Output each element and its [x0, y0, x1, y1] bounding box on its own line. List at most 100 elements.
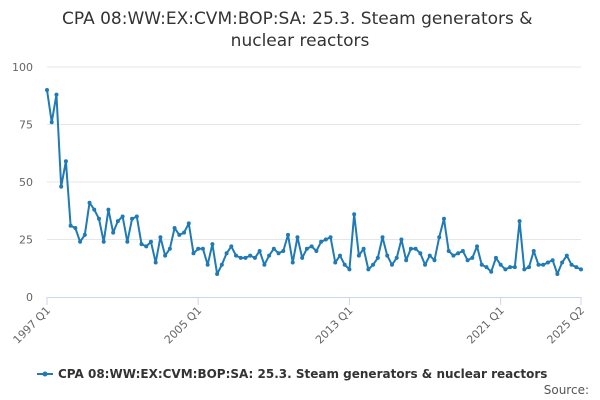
data-point[interactable] — [63, 159, 68, 164]
data-point[interactable] — [399, 237, 404, 242]
data-point[interactable] — [196, 246, 201, 251]
data-point[interactable] — [389, 262, 394, 267]
data-point[interactable] — [564, 253, 569, 258]
data-point[interactable] — [45, 88, 49, 92]
data-point[interactable] — [257, 249, 262, 253]
data-point[interactable] — [569, 262, 574, 267]
data-point[interactable] — [172, 226, 177, 230]
data-point[interactable] — [574, 265, 579, 270]
data-point[interactable] — [342, 262, 347, 267]
data-point[interactable] — [59, 184, 64, 189]
data-point[interactable] — [295, 235, 300, 240]
data-point[interactable] — [484, 265, 489, 270]
data-point[interactable] — [286, 232, 291, 237]
data-point[interactable] — [87, 200, 92, 205]
data-point[interactable] — [309, 244, 314, 249]
data-point[interactable] — [446, 249, 451, 253]
data-point[interactable] — [371, 262, 376, 267]
data-point[interactable] — [527, 265, 532, 270]
data-point[interactable] — [380, 235, 385, 240]
legend[interactable]: CPA 08:WW:EX:CVM:BOP:SA: 25.3. Steam gen… — [37, 367, 547, 381]
data-point[interactable] — [394, 255, 399, 260]
data-point[interactable] — [470, 255, 475, 260]
data-point[interactable] — [536, 262, 541, 267]
data-point[interactable] — [489, 269, 494, 274]
data-point[interactable] — [314, 249, 319, 253]
data-point[interactable] — [68, 223, 73, 228]
data-point[interactable] — [300, 255, 305, 260]
data-point[interactable] — [304, 246, 309, 251]
data-point[interactable] — [177, 232, 182, 237]
data-point[interactable] — [205, 262, 210, 267]
data-point[interactable] — [248, 253, 253, 258]
data-point[interactable] — [512, 265, 517, 270]
data-point[interactable] — [106, 207, 111, 212]
data-point[interactable] — [479, 262, 484, 267]
data-point[interactable] — [234, 253, 239, 258]
data-point[interactable] — [451, 253, 456, 258]
data-point[interactable] — [144, 244, 149, 249]
data-point[interactable] — [49, 120, 54, 125]
data-point[interactable] — [158, 235, 163, 240]
data-point[interactable] — [139, 242, 144, 247]
data-point[interactable] — [96, 216, 101, 221]
data-point[interactable] — [437, 235, 442, 240]
data-point[interactable] — [493, 255, 498, 260]
data-point[interactable] — [191, 251, 196, 256]
data-point[interactable] — [550, 258, 555, 263]
data-point[interactable] — [432, 258, 437, 263]
data-point[interactable] — [167, 246, 172, 251]
data-point[interactable] — [229, 244, 234, 249]
data-point[interactable] — [319, 239, 324, 244]
data-point[interactable] — [101, 239, 106, 244]
data-point[interactable] — [456, 251, 461, 256]
data-point[interactable] — [413, 246, 418, 251]
data-point[interactable] — [92, 207, 97, 212]
data-point[interactable] — [375, 255, 380, 260]
data-point[interactable] — [224, 251, 229, 256]
data-point[interactable] — [182, 230, 187, 235]
data-point[interactable] — [531, 249, 536, 253]
data-point[interactable] — [276, 251, 281, 256]
data-point[interactable] — [148, 239, 153, 244]
credit-source[interactable]: Source: — [544, 383, 589, 397]
data-point[interactable] — [385, 253, 390, 258]
data-point[interactable] — [73, 226, 78, 230]
data-point[interactable] — [153, 260, 158, 265]
data-point[interactable] — [243, 255, 248, 260]
data-point[interactable] — [54, 92, 59, 97]
data-point[interactable] — [555, 272, 560, 276]
data-point[interactable] — [134, 214, 139, 219]
data-point[interactable] — [262, 262, 267, 267]
data-point[interactable] — [163, 253, 168, 258]
data-point[interactable] — [186, 221, 191, 226]
data-point[interactable] — [366, 267, 371, 272]
data-point[interactable] — [210, 242, 215, 247]
data-point[interactable] — [503, 267, 508, 272]
data-point[interactable] — [252, 255, 257, 260]
data-point[interactable] — [418, 251, 423, 256]
data-point[interactable] — [560, 260, 565, 265]
data-point[interactable] — [111, 230, 116, 235]
data-point[interactable] — [404, 258, 409, 263]
data-point[interactable] — [475, 244, 480, 249]
data-point[interactable] — [78, 239, 83, 244]
data-point[interactable] — [82, 232, 87, 237]
data-point[interactable] — [522, 267, 527, 272]
data-point[interactable] — [267, 253, 272, 258]
data-point[interactable] — [441, 216, 446, 221]
data-point[interactable] — [465, 258, 470, 263]
data-point[interactable] — [579, 267, 583, 272]
data-point[interactable] — [125, 239, 130, 244]
data-point[interactable] — [460, 249, 465, 253]
data-point[interactable] — [356, 253, 361, 258]
data-point[interactable] — [271, 246, 276, 251]
data-point[interactable] — [508, 265, 513, 270]
data-point[interactable] — [352, 212, 357, 217]
data-point[interactable] — [120, 214, 125, 219]
data-point[interactable] — [323, 237, 328, 242]
data-point[interactable] — [545, 260, 550, 265]
data-point[interactable] — [427, 253, 432, 258]
data-point[interactable] — [238, 255, 243, 260]
data-point[interactable] — [541, 262, 546, 267]
